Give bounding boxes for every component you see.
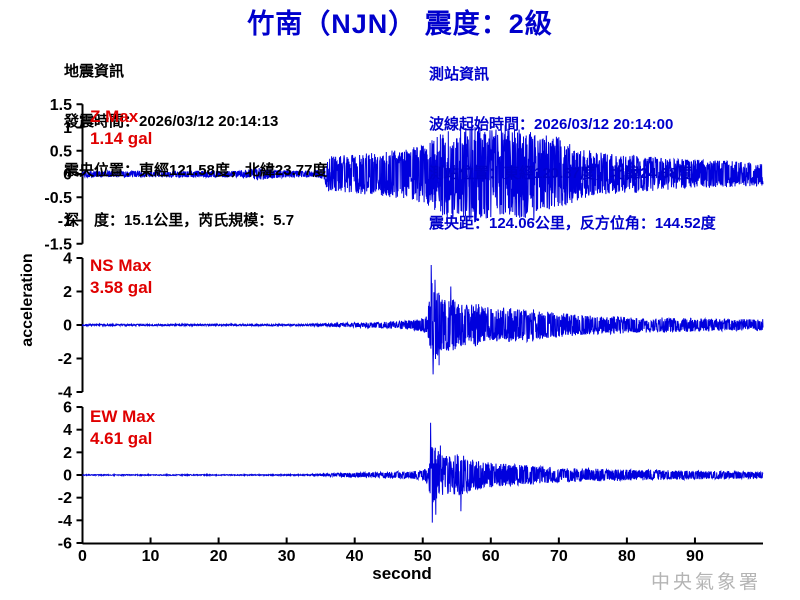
origin-time-line: 發震時間：2026/03/12 20:14:13: [64, 112, 279, 130]
y-tick-label: 1: [63, 120, 72, 137]
station-info-heading: 測站資訊: [429, 66, 490, 83]
x-tick-label: 30: [278, 548, 296, 565]
earthquake-info-heading: 地震資訊: [64, 63, 125, 80]
y-tick-label: -4: [58, 385, 72, 402]
x-tick-label: 0: [78, 548, 87, 565]
x-tick-label: 60: [482, 548, 500, 565]
y-tick-label: 0: [63, 167, 72, 184]
y-tick-label: 0: [63, 468, 72, 485]
agency-watermark: 中央氣象署: [651, 572, 762, 593]
ns-waveform: [82, 264, 764, 375]
y-tick-label: 4: [63, 251, 72, 268]
station-info-block: 測站資訊 波線起始時間：2026/03/12 20:14:00 測站位置：東經1…: [429, 34, 716, 265]
epicenter-line: 震央位置：東經121.58度，北緯23.77度: [64, 162, 328, 179]
y-tick-label: 0.5: [50, 143, 72, 160]
y-tick-label: 2: [63, 284, 72, 301]
x-tick-label: 40: [346, 548, 364, 565]
z-max-value: 1.14 gal: [90, 129, 153, 148]
y-axis-label: acceleration: [19, 253, 36, 347]
x-axis-label: second: [372, 564, 432, 583]
y-tick-label: 4: [63, 422, 72, 439]
x-tick-label: 80: [618, 548, 636, 565]
x-tick-label: 50: [414, 548, 432, 565]
ns-max-label: NS Max: [90, 256, 152, 275]
page-title: 竹南（NJN） 震度：2級: [247, 9, 553, 39]
x-tick-label: 70: [550, 548, 568, 565]
y-tick-label: -2: [58, 351, 72, 368]
y-tick-label: 6: [63, 400, 72, 417]
y-tick-label: 1.5: [50, 97, 72, 114]
station-location-line: 測站位置：東經120.87度，北緯24.68度: [429, 165, 693, 182]
y-tick-label: -2: [58, 490, 72, 507]
ew-max-value: 4.61 gal: [90, 429, 153, 448]
wave-start-line: 波線起始時間：2026/03/12 20:14:00: [429, 115, 674, 133]
y-tick-label: -0.5: [44, 190, 72, 207]
y-tick-label: -6: [58, 535, 72, 552]
y-tick-label: -1.5: [44, 236, 72, 253]
ew-waveform: [82, 422, 764, 523]
ns-max-value: 3.58 gal: [90, 278, 153, 297]
z-waveform: [82, 120, 764, 227]
y-tick-label: -4: [58, 513, 72, 530]
earthquake-info-block: 地震資訊 發震時間：2026/03/12 20:14:13 震央位置：東經121…: [64, 31, 327, 262]
y-tick-label: -1: [58, 213, 72, 230]
y-tick-label: 2: [63, 445, 72, 462]
x-tick-label: 90: [686, 548, 704, 565]
ew-max-label: EW Max: [90, 407, 156, 426]
z-max-label: Z Max: [90, 107, 139, 126]
distance-azimuth-line: 震央距：124.06公里，反方位角：144.52度: [429, 214, 716, 232]
y-tick-label: 0: [63, 318, 72, 335]
x-tick-label: 10: [142, 548, 160, 565]
x-tick-label: 20: [210, 548, 228, 565]
depth-magnitude-line: 深 度：15.1公里，芮氏規模：5.7: [64, 211, 295, 229]
